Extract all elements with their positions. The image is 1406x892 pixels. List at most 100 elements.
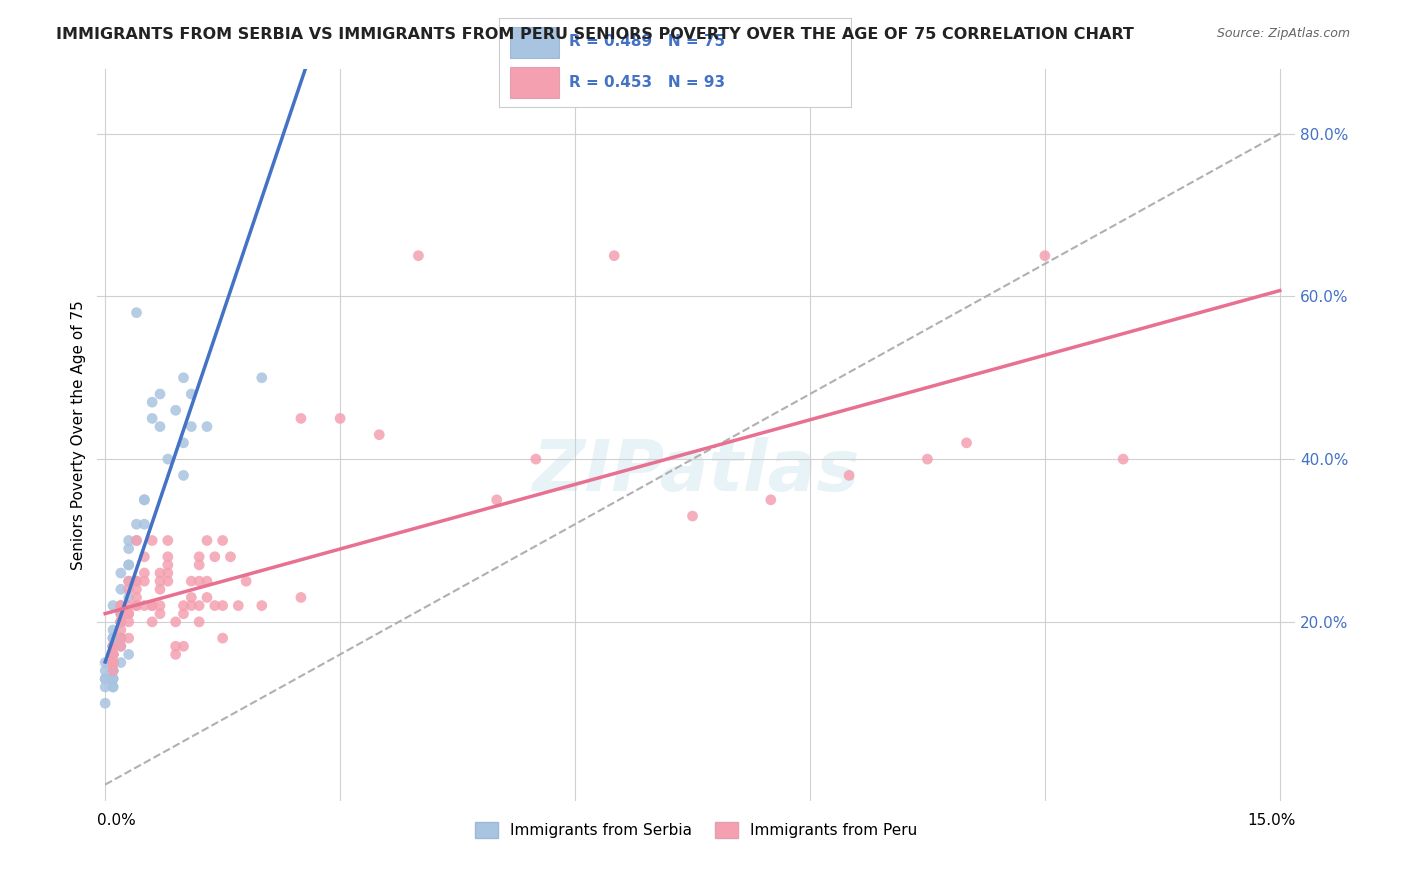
Point [204,549,226,564]
Point [101,656,124,670]
Point [110,615,132,629]
Point [173,370,195,384]
Point [682,509,704,524]
Point [180,574,202,589]
Point [149,566,172,580]
Point [149,419,172,434]
Point [149,387,172,401]
Point [101,648,124,662]
Legend: Immigrants from Serbia, Immigrants from Peru: Immigrants from Serbia, Immigrants from … [470,816,924,845]
Point [118,648,141,662]
Point [118,607,141,621]
Point [134,566,156,580]
Point [141,599,163,613]
Point [195,533,218,548]
Point [101,672,124,686]
Point [101,640,124,654]
Point [110,582,132,597]
Point [118,574,141,589]
Point [141,599,163,613]
Point [235,574,257,589]
Point [101,623,124,637]
Point [101,656,124,670]
Point [101,656,124,670]
Point [101,656,124,670]
Point [173,435,195,450]
Point [165,615,187,629]
Point [149,574,172,589]
Point [101,672,124,686]
Point [94,680,117,694]
Point [101,648,124,662]
Point [955,435,977,450]
Point [101,631,124,645]
Point [838,468,860,483]
Point [165,403,187,417]
Point [101,631,124,645]
Point [250,370,273,384]
Point [101,640,124,654]
Point [110,631,132,645]
Point [101,648,124,662]
Point [125,591,148,605]
Point [101,664,124,678]
Point [101,656,124,670]
Point [204,599,226,613]
Point [188,574,211,589]
Point [1112,452,1135,467]
Point [94,656,117,670]
Point [101,648,124,662]
Point [110,640,132,654]
Point [134,574,156,589]
Point [188,615,211,629]
Point [110,640,132,654]
Point [125,533,148,548]
Point [125,599,148,613]
Point [290,411,312,425]
Point [180,419,202,434]
Point [110,615,132,629]
Point [101,664,124,678]
Point [101,656,124,670]
Point [149,582,172,597]
Point [110,607,132,621]
Point [101,664,124,678]
Point [156,452,179,467]
Point [101,640,124,654]
Point [226,599,249,613]
Point [195,419,218,434]
Point [141,395,163,409]
Point [173,468,195,483]
Point [110,631,132,645]
Point [125,574,148,589]
Point [125,533,148,548]
Point [118,607,141,621]
Point [173,640,195,654]
Point [134,492,156,507]
Point [219,549,242,564]
Point [250,599,273,613]
Point [118,615,141,629]
Point [101,640,124,654]
Point [94,696,117,710]
Point [173,599,195,613]
Point [141,411,163,425]
Point [101,648,124,662]
Point [134,492,156,507]
Point [759,492,782,507]
Point [101,664,124,678]
Point [101,680,124,694]
Point [118,558,141,572]
Point [101,648,124,662]
Point [101,631,124,645]
Point [125,599,148,613]
Point [180,591,202,605]
Point [195,574,218,589]
Point [94,672,117,686]
Point [118,574,141,589]
Point [141,533,163,548]
Point [94,672,117,686]
Point [110,599,132,613]
Text: IMMIGRANTS FROM SERBIA VS IMMIGRANTS FROM PERU SENIORS POVERTY OVER THE AGE OF 7: IMMIGRANTS FROM SERBIA VS IMMIGRANTS FRO… [56,27,1135,42]
Point [195,591,218,605]
